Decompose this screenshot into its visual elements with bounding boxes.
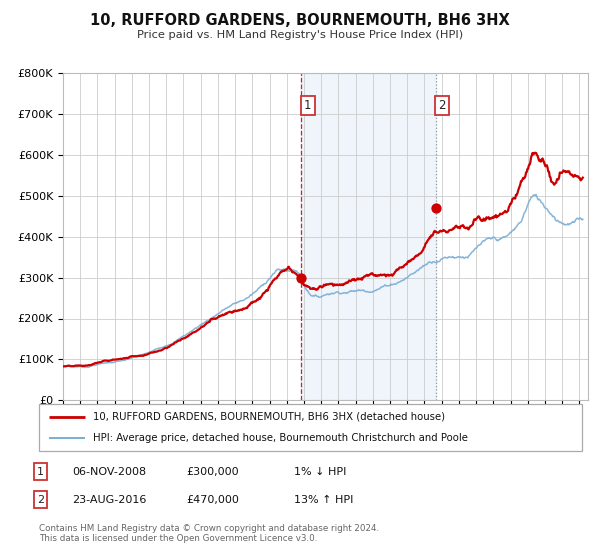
Text: This data is licensed under the Open Government Licence v3.0.: This data is licensed under the Open Gov…: [39, 534, 317, 543]
Text: 06-NOV-2008: 06-NOV-2008: [72, 466, 146, 477]
Bar: [301, 73, 436, 400]
Text: £300,000: £300,000: [186, 466, 239, 477]
Text: 13% ↑ HPI: 13% ↑ HPI: [294, 494, 353, 505]
Text: Price paid vs. HM Land Registry's House Price Index (HPI): Price paid vs. HM Land Registry's House …: [137, 30, 463, 40]
Text: 10, RUFFORD GARDENS, BOURNEMOUTH, BH6 3HX (detached house): 10, RUFFORD GARDENS, BOURNEMOUTH, BH6 3H…: [94, 412, 445, 422]
Text: HPI: Average price, detached house, Bournemouth Christchurch and Poole: HPI: Average price, detached house, Bour…: [94, 433, 468, 444]
Point: [296, 273, 306, 282]
Text: 2: 2: [438, 99, 446, 112]
Text: £470,000: £470,000: [186, 494, 239, 505]
Text: 23-AUG-2016: 23-AUG-2016: [72, 494, 146, 505]
Text: 1: 1: [37, 466, 44, 477]
Point: [431, 203, 440, 212]
Text: 1: 1: [304, 99, 311, 112]
Text: 1% ↓ HPI: 1% ↓ HPI: [294, 466, 346, 477]
FancyBboxPatch shape: [39, 404, 582, 451]
Text: 10, RUFFORD GARDENS, BOURNEMOUTH, BH6 3HX: 10, RUFFORD GARDENS, BOURNEMOUTH, BH6 3H…: [90, 13, 510, 28]
Text: 2: 2: [37, 494, 44, 505]
Text: Contains HM Land Registry data © Crown copyright and database right 2024.: Contains HM Land Registry data © Crown c…: [39, 524, 379, 533]
